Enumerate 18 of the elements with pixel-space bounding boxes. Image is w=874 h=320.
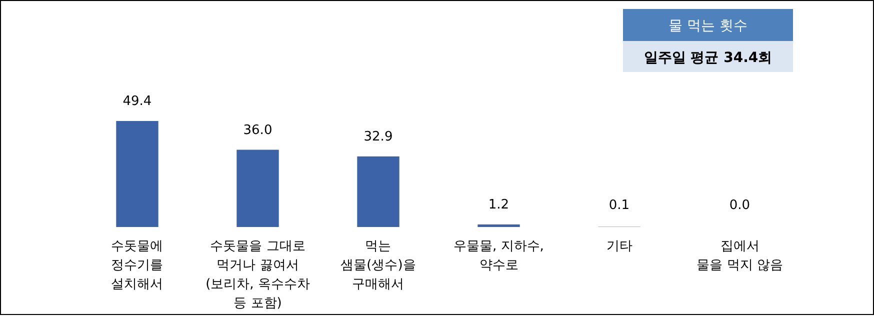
bar	[478, 224, 520, 227]
x-tick-label: 우물물, 지하수, 약수로	[454, 239, 544, 273]
bar	[357, 156, 400, 227]
data-label: 1.2	[488, 197, 510, 212]
x-tick-label: 수돗물에 정수기를 설치해서	[111, 239, 164, 292]
x-tick-label: 집에서 물을 먹지 않음	[696, 239, 783, 273]
chart-title: 물 먹는 횟수	[668, 18, 748, 34]
data-label: 36.0	[243, 122, 272, 138]
data-label: 0.1	[608, 198, 630, 213]
chart-subtitle: 일주일 평균 34.4회	[644, 50, 772, 66]
bar	[236, 150, 279, 227]
data-label: 0.0	[729, 198, 750, 213]
x-tick-label: 기타	[606, 239, 632, 254]
data-label: 49.4	[122, 94, 152, 109]
x-tick-label: 수돗물을 그대로 먹거나 끓여서 (보리차, 옥수수차 등 포함)	[206, 239, 310, 311]
x-tick-label: 먹는 샘물(생수)을 구매해서	[340, 239, 416, 292]
bar	[116, 121, 158, 227]
data-label: 32.9	[364, 129, 393, 144]
